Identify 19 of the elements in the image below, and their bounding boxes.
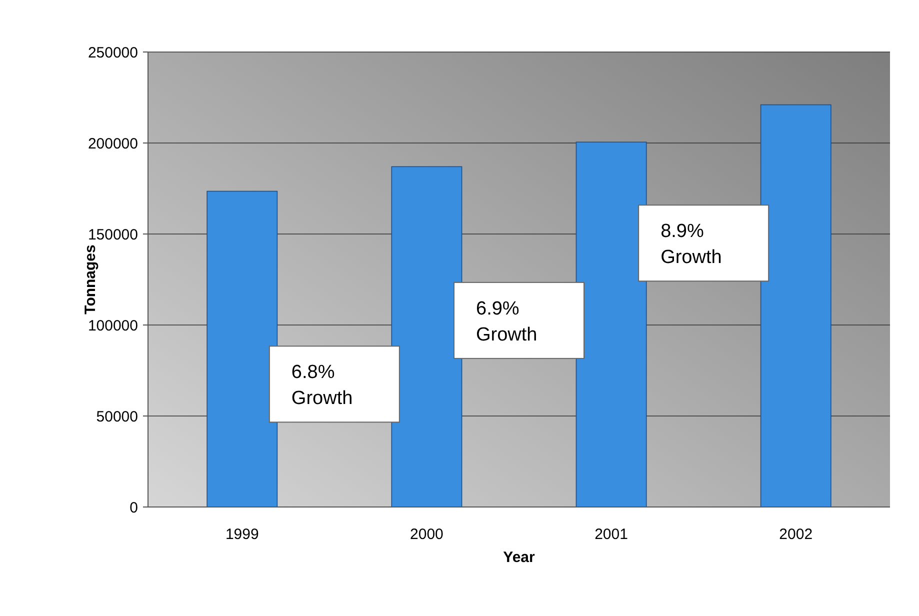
y-tick-label: 50000	[96, 408, 138, 426]
bar	[391, 166, 462, 508]
y-tick-label: 250000	[88, 44, 138, 62]
y-tick-label: 150000	[88, 226, 138, 244]
x-tick-label: 2002	[779, 526, 813, 543]
x-tick-label: 2001	[594, 526, 628, 543]
annotation: 6.8% Growth	[291, 362, 353, 410]
y-tick-label: 200000	[88, 135, 138, 152]
bar	[206, 190, 278, 508]
annotation: 8.9% Growth	[660, 221, 722, 268]
bar	[760, 104, 832, 508]
x-axis-title: Year	[503, 549, 536, 566]
annotation: 6.9% Growth	[476, 298, 538, 346]
bar	[576, 142, 647, 508]
y-tick-label: 0	[130, 499, 138, 516]
y-tick-label: 100000	[88, 317, 138, 334]
x-tick-label: 1999	[225, 526, 259, 543]
y-axis-title: Tonnages	[82, 244, 99, 314]
x-tick-label: 2000	[410, 526, 444, 543]
